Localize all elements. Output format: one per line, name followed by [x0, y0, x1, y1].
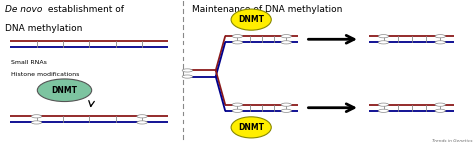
- Text: DNMT: DNMT: [238, 15, 264, 24]
- Text: DNA methylation: DNA methylation: [5, 24, 83, 33]
- Circle shape: [232, 109, 243, 112]
- Circle shape: [182, 75, 192, 78]
- Text: Histone modifications: Histone modifications: [11, 72, 80, 77]
- Circle shape: [31, 115, 42, 118]
- Circle shape: [281, 109, 292, 112]
- Text: establishment of: establishment of: [45, 5, 124, 14]
- Circle shape: [378, 109, 389, 112]
- Circle shape: [137, 115, 147, 118]
- Circle shape: [281, 103, 292, 106]
- Text: DNMT: DNMT: [52, 86, 77, 95]
- Circle shape: [232, 41, 243, 44]
- Text: Trends in Genetics: Trends in Genetics: [432, 139, 473, 143]
- Circle shape: [378, 41, 389, 44]
- Circle shape: [232, 35, 243, 38]
- Text: Small RNAs: Small RNAs: [11, 60, 47, 65]
- Text: DNMT: DNMT: [238, 123, 264, 132]
- Text: De novo: De novo: [5, 5, 43, 14]
- Ellipse shape: [37, 79, 91, 102]
- Circle shape: [182, 69, 192, 72]
- Circle shape: [232, 103, 243, 106]
- Circle shape: [378, 35, 389, 38]
- Text: Maintenance of DNA methylation: Maintenance of DNA methylation: [192, 5, 343, 14]
- Circle shape: [435, 35, 446, 38]
- Circle shape: [281, 41, 292, 44]
- Circle shape: [435, 103, 446, 106]
- Circle shape: [435, 41, 446, 44]
- Circle shape: [31, 121, 42, 124]
- Circle shape: [137, 121, 147, 124]
- Circle shape: [281, 35, 292, 38]
- Ellipse shape: [231, 117, 271, 138]
- Circle shape: [378, 103, 389, 106]
- Ellipse shape: [231, 9, 271, 30]
- Circle shape: [435, 109, 446, 112]
